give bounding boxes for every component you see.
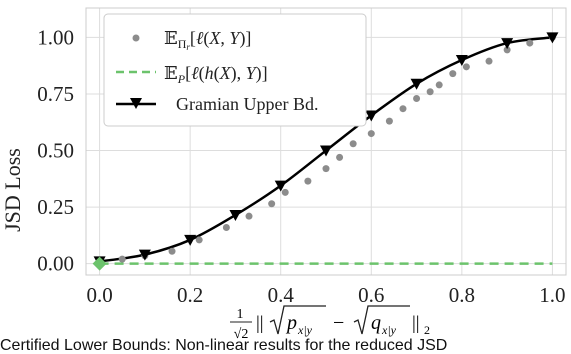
legend-box	[103, 13, 367, 127]
gramian-marker	[274, 180, 287, 192]
x-label-p: p	[285, 312, 297, 334]
scatter-point	[245, 212, 253, 220]
scatter-point	[349, 140, 357, 148]
x-tick-label: 0.8	[449, 283, 475, 307]
x-axis-label: 1 √2 || p x|y − q x|y || 2	[230, 305, 430, 342]
x-label-q: q	[371, 312, 381, 334]
x-tick-label: 0.4	[268, 283, 295, 307]
y-tick-label: 0.25	[37, 195, 74, 219]
y-tick-label: 0.75	[37, 82, 74, 106]
legend-label-dashed: 𝔼P[ℓ(h(X), Y)]	[164, 63, 268, 86]
gramian-marker	[501, 38, 514, 50]
scatter-point	[222, 223, 230, 231]
y-tick-label: 0.50	[37, 139, 74, 163]
y-axis-ticks: 0.00 0.25 0.50 0.75 1.00	[37, 25, 74, 275]
y-tick-label: 1.00	[37, 25, 74, 49]
scatter-point	[426, 88, 434, 96]
scatter-point	[503, 46, 511, 54]
scatter-point	[322, 165, 330, 173]
scatter-point	[399, 105, 407, 113]
x-label-fraction-root-two: √2	[234, 327, 249, 342]
gramian-marker	[365, 110, 378, 122]
x-label-minus: −	[333, 312, 344, 334]
scatter-point	[413, 95, 421, 103]
x-label-sqrt-p	[269, 305, 326, 335]
gramian-marker	[229, 210, 242, 222]
x-label-q-sub: x|y	[381, 323, 397, 337]
x-tick-label: 1.0	[539, 283, 565, 307]
figure-caption: Certified Lower Bounds: Non-linear resul…	[0, 337, 448, 354]
scatter-point	[462, 63, 470, 71]
x-label-p-sub: x|y	[297, 323, 313, 337]
scatter-point	[526, 39, 534, 47]
scatter-point	[281, 188, 289, 196]
legend-marker-triangle	[130, 98, 142, 109]
scatter-point	[485, 57, 493, 65]
x-tick-label: 0.6	[358, 283, 384, 307]
x-label-norm-sub: 2	[424, 323, 430, 337]
scatter-point	[195, 236, 203, 244]
plot-area	[85, 7, 567, 276]
x-axis-ticks: 0.0 0.2 0.4 0.6 0.8 1.0	[86, 283, 565, 307]
x-tick-label: 0.2	[177, 283, 203, 307]
scatter-point	[304, 177, 312, 185]
scatter-point	[435, 81, 443, 89]
scatter-point	[367, 130, 375, 138]
plot-border	[85, 7, 567, 276]
gramian-marker	[184, 234, 197, 246]
legend-entry-expected-loss: 𝔼Πr[ℓ(X, Y)]	[132, 28, 251, 52]
scatter-point	[118, 255, 126, 263]
legend-label-scatter: 𝔼Πr[ℓ(X, Y)]	[164, 28, 251, 52]
gramian-marker	[410, 78, 423, 90]
gramian-marker	[546, 32, 559, 44]
origin-diamond-marker	[92, 256, 107, 271]
gramian-marker	[455, 55, 468, 67]
scatter-point	[336, 153, 344, 161]
y-axis-label: JSD Loss	[0, 148, 25, 232]
x-label-fraction-one: 1	[237, 307, 244, 322]
scatter-point	[449, 70, 457, 78]
scatter-point	[385, 117, 393, 125]
y-tick-label: 0.00	[37, 252, 74, 276]
scatter-point	[268, 200, 276, 208]
legend: 𝔼Πr[ℓ(X, Y)] 𝔼P[ℓ(h(X), Y)] Gramian Uppe…	[103, 13, 367, 127]
x-tick-label: 0.0	[86, 283, 112, 307]
scatter-point	[168, 247, 176, 255]
legend-entry-baseline: 𝔼P[ℓ(h(X), Y)]	[116, 63, 268, 86]
x-label-norm-open: ||	[256, 313, 264, 334]
legend-entry-gramian: Gramian Upper Bd.	[116, 94, 318, 114]
x-label-norm-close: ||	[412, 313, 420, 334]
x-label-sqrt-q	[353, 305, 410, 335]
legend-marker-scatter	[132, 34, 140, 42]
series-layer	[92, 32, 559, 271]
gramian-marker	[138, 249, 151, 261]
legend-label-gramian: Gramian Upper Bd.	[176, 94, 318, 114]
gramian-marker	[320, 145, 332, 157]
